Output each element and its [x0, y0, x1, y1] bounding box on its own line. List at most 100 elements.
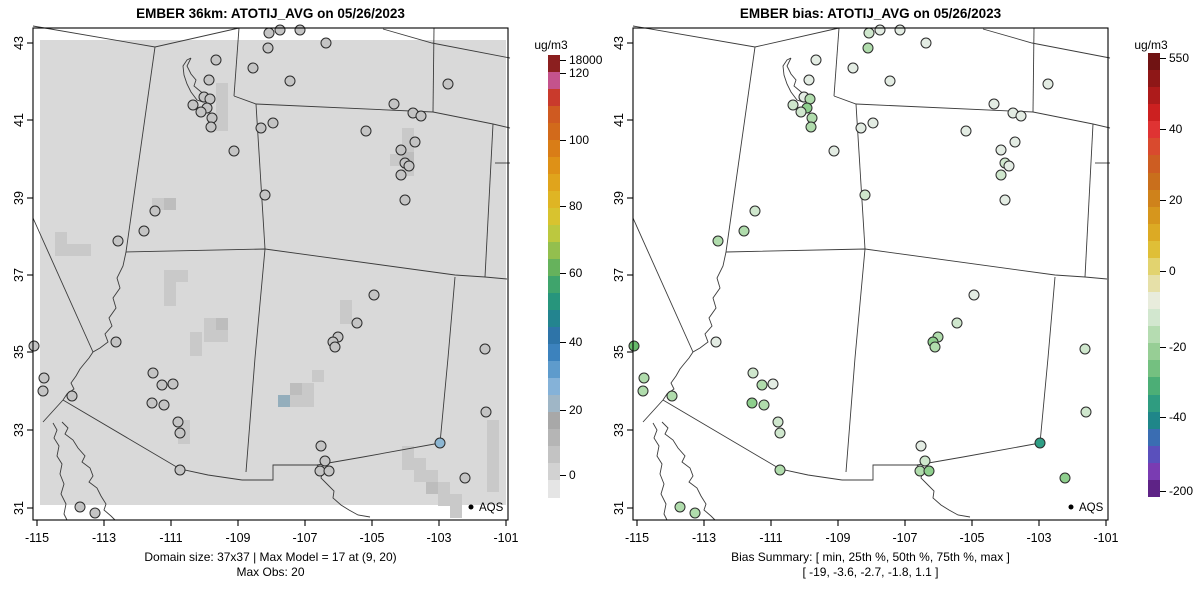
aqs-legend-dot	[1068, 504, 1074, 510]
grid-cell	[487, 456, 499, 468]
aqs-site-marker	[738, 225, 750, 237]
colorbar-tick	[1160, 129, 1166, 130]
state-boundary-line	[833, 27, 840, 97]
state-boundary-line	[833, 95, 1034, 113]
colorbar-segment	[548, 463, 560, 481]
aqs-site-marker	[319, 455, 331, 467]
aqs-site-marker	[174, 464, 186, 476]
grid-cell	[55, 232, 67, 244]
aqs-site-marker	[395, 144, 407, 156]
aqs-site-marker	[262, 42, 274, 54]
aqs-site-marker	[746, 397, 758, 409]
grid-cell	[204, 318, 216, 330]
colorbar-tick	[1160, 200, 1166, 201]
grid-cell	[216, 95, 228, 107]
grid-cell	[216, 318, 228, 330]
colorbar-tick-label: 40	[1169, 122, 1183, 136]
aqs-site-marker	[756, 379, 768, 391]
aqs-site-marker	[747, 367, 759, 379]
colorbar-tick	[560, 475, 566, 476]
aqs-site-marker	[638, 372, 650, 384]
aqs-site-marker	[920, 37, 932, 49]
colorbar-tick	[1160, 58, 1166, 59]
colorbar-segment	[1148, 206, 1160, 225]
grid-cell	[290, 395, 302, 407]
x-axis-tick-label: -111	[759, 531, 783, 545]
grid-cell	[164, 294, 176, 306]
colorbar-gradient	[1148, 53, 1160, 498]
aqs-site-marker	[294, 24, 306, 36]
aqs-site-marker	[167, 378, 179, 390]
grid-cell	[340, 300, 352, 312]
aqs-site-marker	[388, 98, 400, 110]
colorbar-segment	[548, 344, 560, 362]
aqs-site-marker	[1080, 406, 1092, 418]
aqs-site-marker	[89, 507, 101, 519]
state-boundary-line	[1039, 276, 1056, 444]
bias-map-svg: AQS	[627, 24, 1111, 526]
grid-cell	[176, 270, 188, 282]
grid-cell	[438, 482, 450, 494]
state-boundary-line	[125, 46, 156, 253]
aqs-legend-label: AQS	[1079, 502, 1104, 514]
state-boundary-line	[842, 442, 1041, 481]
aqs-site-marker	[867, 117, 879, 129]
colorbar-segment	[548, 157, 560, 175]
colorbar-segment	[548, 208, 560, 226]
aqs-site-marker	[187, 99, 199, 111]
elevated-value-grid-cell	[278, 395, 290, 407]
aqs-site-marker	[110, 336, 122, 348]
colorbar-tick-label: 80	[569, 199, 583, 213]
colorbar-segment	[548, 293, 560, 311]
aqs-site-marker	[399, 194, 411, 206]
aqs-site-marker	[368, 289, 380, 301]
aqs-site-marker	[112, 235, 124, 247]
aqs-site-marker	[1042, 78, 1054, 90]
colorbar-segment	[1148, 257, 1160, 276]
aqs-site-marker	[479, 343, 491, 355]
model-caption-line1: Domain size: 37x37 | Max Model = 17 at (…	[144, 550, 397, 564]
aqs-site-marker	[689, 507, 701, 519]
aqs-site-marker	[480, 406, 492, 418]
aqs-site-marker	[315, 440, 327, 452]
x-axis-tick-label: -107	[892, 531, 918, 545]
aqs-site-marker	[995, 144, 1007, 156]
y-axis-tick-label: 31	[12, 501, 26, 515]
state-boundary-line	[632, 217, 694, 353]
aqs-site-marker	[360, 125, 372, 137]
aqs-site-marker	[995, 169, 1007, 181]
aqs-site-marker	[628, 340, 640, 352]
state-boundary-line	[1032, 111, 1111, 129]
aqs-site-marker	[284, 75, 296, 87]
grid-cell	[79, 244, 91, 256]
y-axis-tick-label: 43	[12, 36, 26, 50]
x-axis-tick-label: -113	[691, 531, 717, 545]
aqs-site-marker	[351, 317, 363, 329]
aqs-site-marker	[247, 62, 259, 74]
aqs-site-marker	[1034, 437, 1046, 449]
colorbar-segment	[548, 446, 560, 464]
x-axis-tick-label: -107	[292, 531, 318, 545]
grid-cell	[190, 344, 202, 356]
colorbar-tick-label: 18000	[569, 53, 603, 67]
aqs-site-marker	[1059, 472, 1071, 484]
model-map-svg: AQS	[27, 24, 511, 526]
y-axis-tick-label: 43	[612, 36, 626, 50]
aqs-site-marker	[138, 225, 150, 237]
aqs-site-marker	[894, 24, 906, 36]
x-axis-tick-label: -115	[24, 531, 50, 545]
x-axis-tick-label: -115	[624, 531, 650, 545]
colorbar-tick-label: 40	[569, 335, 583, 349]
state-boundary-line	[642, 399, 664, 423]
state-boundary-line	[652, 422, 668, 521]
colorbar-tick-label: 550	[1169, 51, 1190, 65]
colorbar-segment	[548, 412, 560, 430]
colorbar-tick	[560, 342, 566, 343]
colorbar-segment	[548, 276, 560, 294]
aqs-site-marker	[320, 37, 332, 49]
colorbar-segment	[548, 259, 560, 277]
colorbar-segment	[1148, 445, 1160, 464]
aqs-site-marker	[810, 54, 822, 66]
colorbar-segment	[1148, 394, 1160, 413]
aqs-site-marker	[915, 440, 927, 452]
